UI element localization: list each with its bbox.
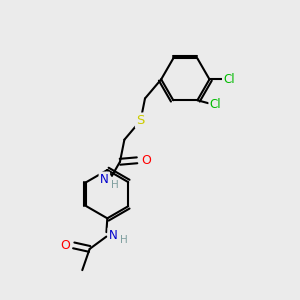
Text: Cl: Cl — [224, 73, 235, 86]
Text: O: O — [60, 239, 70, 252]
Text: H: H — [111, 180, 119, 190]
Text: S: S — [136, 114, 145, 127]
Text: N: N — [100, 173, 109, 186]
Text: H: H — [120, 235, 128, 245]
Text: O: O — [141, 154, 151, 167]
Text: Cl: Cl — [210, 98, 221, 111]
Text: N: N — [109, 229, 118, 242]
